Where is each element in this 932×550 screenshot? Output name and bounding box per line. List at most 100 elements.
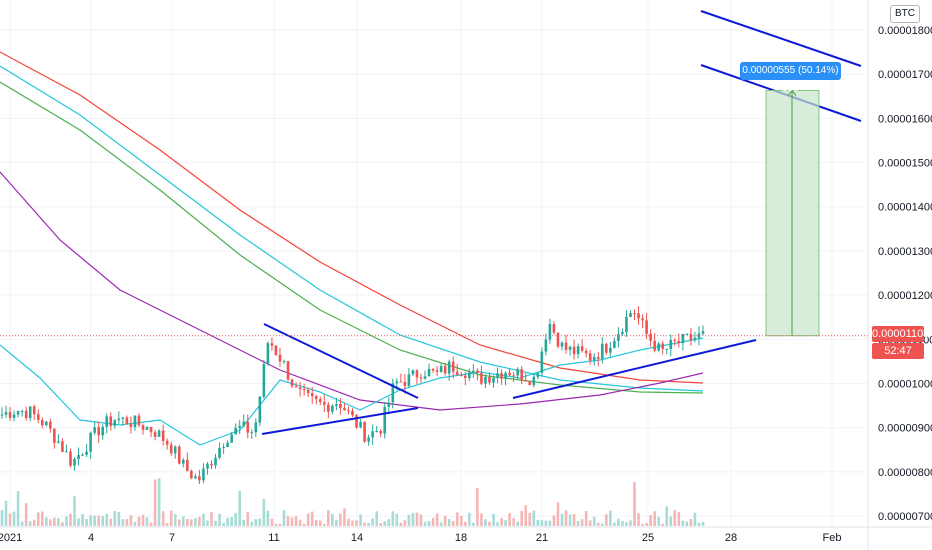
candle [89,432,92,452]
candle [190,470,193,479]
volume-bar [274,523,278,526]
candle [459,375,463,377]
volume-bar [351,520,354,526]
candle [548,324,552,340]
volume-bar [600,523,604,526]
volume-bar [451,520,455,526]
volume-bar [0,510,4,526]
candle [443,366,447,374]
volume-bar [645,522,648,526]
candle [186,459,189,471]
measure-label: 0.00000555 (50.14%) 555 [740,62,841,94]
volume-bar [476,488,479,526]
candle [53,428,56,443]
candle [0,414,4,416]
volume-bar [395,513,399,526]
trendline-rising [512,339,757,399]
candle [36,414,40,421]
currency-label[interactable]: BTC [890,5,920,23]
candle [105,416,109,427]
candle [351,410,354,416]
y-tick-label: 0.00001700 [878,69,932,81]
price-axis[interactable]: 0.00001800 0.00001700 0.00001600 0.00001500… [867,0,932,550]
volume-bar [492,514,495,526]
volume-bar [238,490,241,526]
y-tick-label: 0.00000900 [878,423,932,435]
volume-bar [173,514,177,526]
volume-bar [262,499,266,526]
candle [266,343,270,364]
volume-bar [286,516,290,526]
volume-bar [93,515,96,526]
y-tick-label: 0.00001600 [878,113,932,125]
candle [234,427,237,435]
volume-bar [439,522,443,526]
volume-bar [568,514,572,526]
candle [653,340,656,351]
candle [177,446,181,464]
volume-bar [85,519,88,526]
candle [226,442,229,448]
volume-bar [665,506,669,526]
volume-bar [673,510,677,526]
candle [318,399,322,403]
volume-bars [0,478,705,526]
current-price-badge: 0.00001108 [872,326,930,342]
volume-bar [403,520,407,526]
volume-bar [359,514,362,526]
volume-bar [278,523,282,526]
candle [69,451,72,466]
volume-bar [129,515,133,526]
volume-bar [596,522,600,526]
candle [439,366,443,372]
volume-bar [250,521,254,526]
volume-bar [161,511,165,526]
candle [464,375,467,379]
candle [661,343,665,349]
candle [363,421,366,442]
volume-bar [375,511,378,526]
drawings[interactable] [0,10,868,435]
volume-bar [580,519,584,526]
y-tick-label: 0.00001000 [878,378,932,390]
candle [605,343,608,353]
candle [580,346,584,351]
volume-bar [121,519,125,526]
candle [45,421,48,426]
volume-bar [20,521,24,526]
x-tick-label: Feb [823,532,842,544]
volume-bar [157,478,161,526]
candle [214,457,217,466]
candle [40,420,44,426]
candle [435,370,439,372]
volume-bar [290,517,294,526]
volume-bar [447,519,451,526]
candle [202,468,205,481]
volume-bar [177,519,181,526]
volume-bar [516,521,519,526]
candles [0,306,705,485]
volume-bar [206,520,209,526]
candle [395,381,399,384]
candle [73,459,76,466]
candle [480,372,483,384]
candle [508,372,511,376]
candle [411,370,415,375]
volume-bar [657,516,660,526]
x-tick-label: 28 [725,532,737,544]
volume-bar [588,520,592,526]
candle [689,333,693,341]
moving-averages [0,51,704,446]
volume-bar [605,514,608,526]
volume-bar [254,519,258,526]
volume-bar [270,518,274,526]
candle [238,425,241,428]
y-tick-label: 0.00001500 [878,158,932,170]
volume-bar [407,514,411,526]
candle [423,376,427,379]
candle [520,369,524,381]
candle [419,377,423,379]
time-axis[interactable]: 2021 4 7 11 14 18 21 25 28 Feb [0,526,932,544]
candle [28,406,32,419]
